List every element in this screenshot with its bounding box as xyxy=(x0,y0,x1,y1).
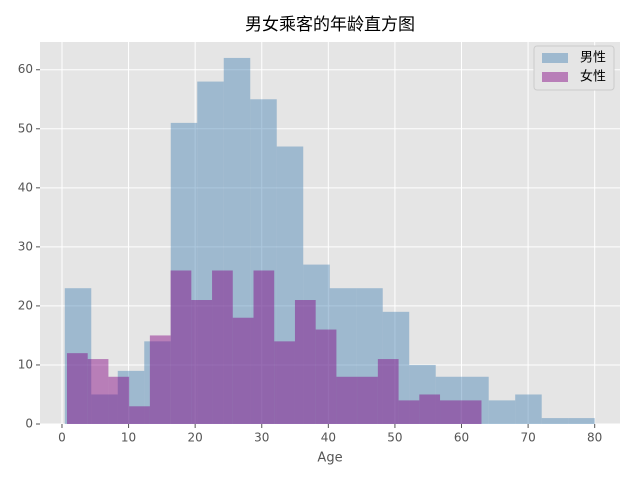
bar xyxy=(170,122,198,424)
bar xyxy=(108,376,130,424)
bar xyxy=(303,264,330,424)
x-tick-label: 20 xyxy=(188,431,203,445)
y-tick-label: 0 xyxy=(25,417,33,431)
bar xyxy=(117,370,145,424)
bar xyxy=(462,376,489,424)
bar xyxy=(144,341,171,424)
bar xyxy=(329,288,357,424)
y-tick-label: 40 xyxy=(18,180,33,194)
bar xyxy=(232,317,254,424)
legend-label: 女性 xyxy=(580,69,606,85)
legend-swatch xyxy=(542,53,568,63)
bar xyxy=(66,353,88,424)
bar xyxy=(274,341,295,424)
y-tick-label: 60 xyxy=(18,62,33,76)
bar xyxy=(170,270,192,424)
bar xyxy=(87,359,109,424)
x-tick-label: 70 xyxy=(520,431,535,445)
bar xyxy=(541,418,569,424)
bar xyxy=(357,376,378,424)
bar xyxy=(315,329,337,424)
y-tick-label: 50 xyxy=(18,121,33,135)
x-tick-label: 40 xyxy=(321,431,336,445)
y-tick-label: 10 xyxy=(18,357,33,371)
x-tick-label: 60 xyxy=(454,431,469,445)
x-axis-label: Age xyxy=(317,451,342,466)
bar xyxy=(382,311,410,424)
bar xyxy=(336,376,358,424)
x-tick-label: 80 xyxy=(587,431,602,445)
x-tick-label: 50 xyxy=(387,431,402,445)
bar xyxy=(91,394,118,424)
bar xyxy=(488,400,516,424)
y-tick-label: 20 xyxy=(18,298,33,312)
chart-title: 男女乘客的年龄直方图 xyxy=(245,15,415,35)
legend-box xyxy=(533,45,615,91)
x-tick-label: 10 xyxy=(121,431,136,445)
x-tick-label: 0 xyxy=(58,431,66,445)
bar xyxy=(276,146,304,425)
bar xyxy=(377,359,399,424)
legend-label: 男性 xyxy=(580,51,606,66)
bar xyxy=(435,376,463,424)
bar xyxy=(212,270,233,424)
bar xyxy=(460,400,482,424)
bar xyxy=(409,364,436,424)
bar xyxy=(398,400,420,424)
bar xyxy=(223,57,251,424)
bar xyxy=(191,300,213,424)
bar xyxy=(356,288,383,424)
bar xyxy=(440,400,461,424)
bar xyxy=(419,394,441,424)
bar xyxy=(129,406,150,424)
bar xyxy=(515,394,542,424)
plot-area xyxy=(40,42,620,424)
bar xyxy=(64,288,92,424)
bar xyxy=(294,300,316,424)
bar xyxy=(250,99,277,424)
y-tick-label: 30 xyxy=(18,239,33,253)
legend-swatch xyxy=(542,72,568,82)
bar xyxy=(253,270,275,424)
x-tick-label: 30 xyxy=(254,431,269,445)
bar xyxy=(568,418,595,424)
bar xyxy=(197,81,224,425)
bar xyxy=(149,335,171,424)
